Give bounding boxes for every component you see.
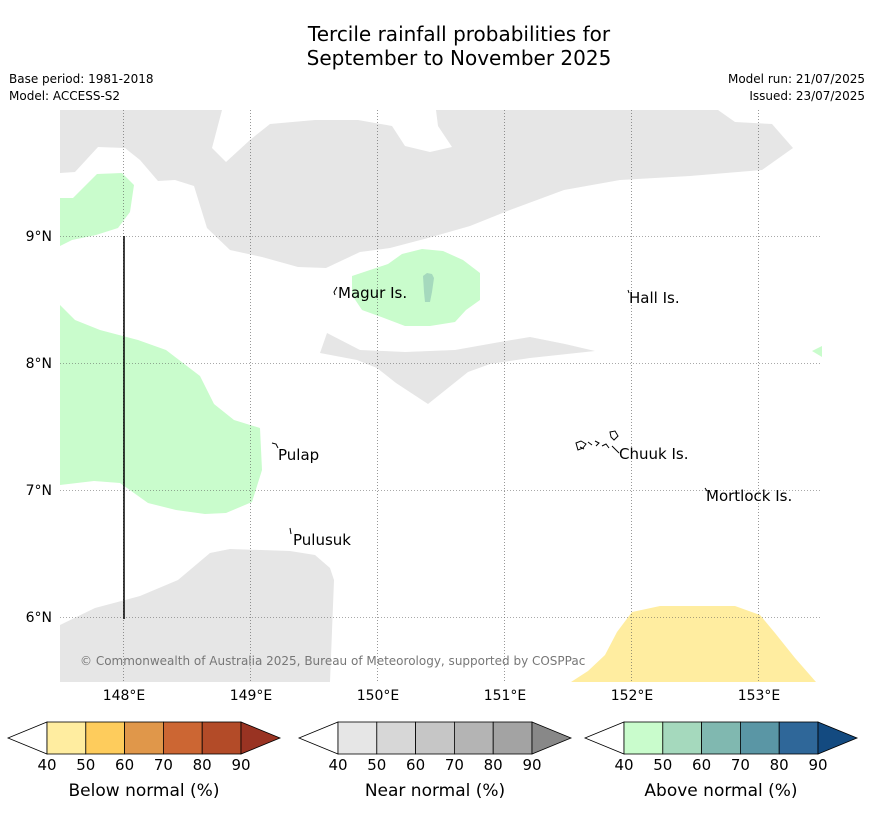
run-info: Model run: 21/07/2025 Issued: 23/07/2025 xyxy=(728,71,865,105)
colorbar-near-segment xyxy=(453,721,494,755)
magur-island-outline xyxy=(333,286,338,296)
above-normal-spot-50 xyxy=(423,273,434,302)
lon-label-152e: 152°E xyxy=(611,688,654,704)
colorbar-near-tick-label: 60 xyxy=(406,756,426,774)
colorbar-below-segment xyxy=(85,721,126,755)
colorbar-near-segment xyxy=(492,721,533,755)
colorbar-near-segment xyxy=(337,721,378,755)
colorbar-above-segment xyxy=(662,721,702,755)
colorbar-below-title: Below normal (%) xyxy=(68,781,220,801)
colorbar-near-tick-label: 90 xyxy=(522,756,542,774)
colorbar-above-segment xyxy=(701,721,741,755)
mortlock-island-outline xyxy=(704,487,708,492)
chuuk-lagoon-outline xyxy=(575,430,620,454)
lat-label-6n: 6°N xyxy=(26,610,52,626)
colorbar-near-tick-label: 50 xyxy=(367,756,387,774)
latitude-labels: 9°N 8°N 7°N 6°N xyxy=(26,229,52,626)
colorbar-below-normal xyxy=(6,721,282,755)
gridlines xyxy=(60,110,822,682)
above-normal-region-northwest xyxy=(60,173,134,246)
colorbar-near-high-extension xyxy=(531,721,573,755)
colorbar-above-segment xyxy=(740,721,780,755)
model-info: Base period: 1981-2018 Model: ACCESS-S2 xyxy=(9,71,154,105)
issued-date: Issued: 23/07/2025 xyxy=(749,89,865,103)
colorbar-below-tick-label: 50 xyxy=(76,756,96,774)
island-outlines xyxy=(271,286,708,535)
colorbar-below-low-extension xyxy=(6,721,48,755)
colorbar-above-tick-label: 90 xyxy=(808,756,828,774)
colorbar-near-title: Near normal (%) xyxy=(364,781,506,801)
above-normal-region-magur xyxy=(352,249,480,326)
colorbar-above-tick-label: 40 xyxy=(614,756,634,774)
pulap-island-outline xyxy=(271,442,279,449)
colorbar-above-segment xyxy=(623,721,664,755)
lon-label-153e: 153°E xyxy=(738,688,781,704)
colorbar-near-tick-label: 80 xyxy=(483,756,503,774)
colorbar-below-high-extension xyxy=(240,721,282,755)
colorbar-near-segment xyxy=(376,721,416,755)
lon-label-151e: 151°E xyxy=(484,688,527,704)
above-normal-region-east-edge xyxy=(812,346,822,357)
colorbar-below-segment xyxy=(46,721,87,755)
colorbar-near-tick-label: 70 xyxy=(444,756,464,774)
colorbar-near-low-extension xyxy=(297,721,339,755)
colorbar-above-title: Above normal (%) xyxy=(644,781,798,801)
title-line-2: September to November 2025 xyxy=(306,46,612,70)
colorbar-above-high-extension xyxy=(817,721,859,755)
colorbar-above-tick-label: 80 xyxy=(769,756,789,774)
above-normal-region-west xyxy=(60,305,262,514)
place-label-hall: Hall Is. xyxy=(629,289,680,307)
place-label-pulap: Pulap xyxy=(278,446,319,464)
colorbar-above-tick-label: 70 xyxy=(730,756,750,774)
colorbar-above-tick-label: 60 xyxy=(692,756,712,774)
lat-label-9n: 9°N xyxy=(26,229,52,245)
copyright-notice: © Commonwealth of Australia 2025, Bureau… xyxy=(80,654,585,668)
colorbar-near-normal xyxy=(297,721,573,755)
colorbar-below-tick-label: 60 xyxy=(115,756,135,774)
colorbar-below-tick-label: 70 xyxy=(153,756,173,774)
chart-title: Tercile rainfall probabilities for Septe… xyxy=(0,22,873,70)
lon-label-148e: 148°E xyxy=(103,688,146,704)
near-normal-band-central xyxy=(320,333,595,404)
title-line-1: Tercile rainfall probabilities for xyxy=(307,22,611,46)
hall-island-outline xyxy=(627,289,630,294)
lon-label-150e: 150°E xyxy=(357,688,400,704)
model-run-date: Model run: 21/07/2025 xyxy=(727,72,865,86)
near-normal-region-north xyxy=(60,110,793,268)
lat-label-8n: 8°N xyxy=(26,356,52,372)
colorbar-below-segment xyxy=(124,721,164,755)
colorbar-near-tick-label: 40 xyxy=(328,756,348,774)
lon-label-149e: 149°E xyxy=(230,688,273,704)
pulusuk-island-outline xyxy=(289,527,292,535)
model-name: Model: ACCESS-S2 xyxy=(9,89,121,103)
place-label-chuuk: Chuuk Is. xyxy=(619,445,688,463)
longitude-labels: 148°E 149°E 150°E 151°E 152°E 153°E xyxy=(103,688,781,704)
colorbar-near-segment xyxy=(415,721,455,755)
colorbar-below-segment xyxy=(201,721,242,755)
colorbar-above-tick-label: 50 xyxy=(653,756,673,774)
colorbar-above-segment xyxy=(778,721,819,755)
below-normal-region-southeast xyxy=(571,606,816,682)
base-period: Base period: 1981-2018 xyxy=(9,72,154,86)
place-label-pulusuk: Pulusuk xyxy=(293,531,351,549)
probability-shading xyxy=(60,110,822,682)
colorbar-above-normal xyxy=(583,721,859,755)
place-label-mortlock: Mortlock Is. xyxy=(706,487,792,505)
lat-label-7n: 7°N xyxy=(26,483,52,499)
place-labels: Magur Is. Hall Is. Pulap Chuuk Is. Mortl… xyxy=(278,284,792,549)
colorbar-below-tick-label: 40 xyxy=(37,756,57,774)
colorbar-below-segment xyxy=(162,721,203,755)
colorbar-below-tick-label: 90 xyxy=(231,756,251,774)
place-label-magur: Magur Is. xyxy=(338,284,407,302)
colorbar-below-tick-label: 80 xyxy=(192,756,212,774)
near-normal-region-south xyxy=(60,549,334,682)
colorbar-above-low-extension xyxy=(583,721,625,755)
